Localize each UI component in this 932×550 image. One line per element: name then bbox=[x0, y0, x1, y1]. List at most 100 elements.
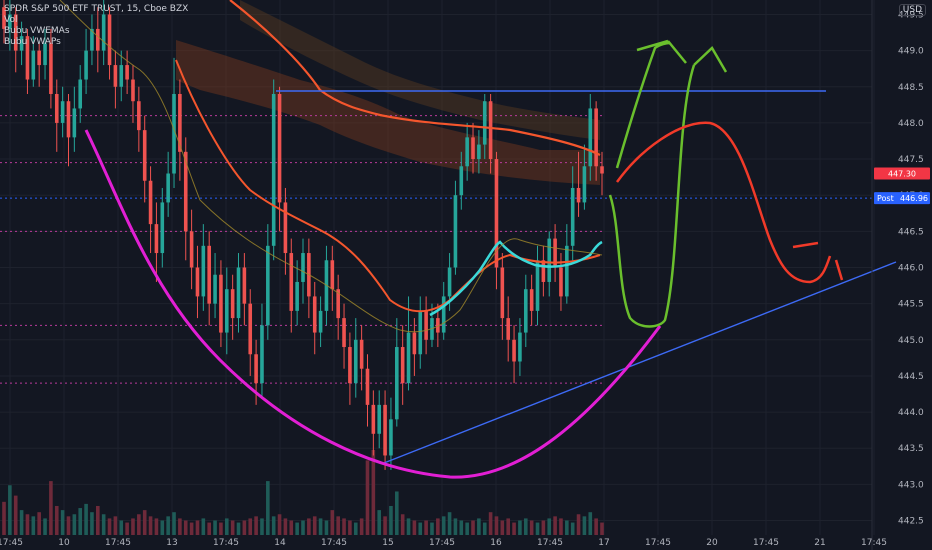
volume-bar bbox=[119, 520, 124, 535]
volume-bar bbox=[336, 516, 340, 535]
candle-body bbox=[295, 281, 299, 311]
post-price-value: 446.96 bbox=[900, 194, 928, 203]
y-tick-label: 446.5 bbox=[898, 227, 924, 237]
candle-body bbox=[312, 296, 317, 333]
x-tick-label: 17:45 bbox=[0, 538, 23, 548]
candle-body bbox=[195, 267, 200, 297]
volume-bar bbox=[72, 514, 77, 535]
ascending-trendline[interactable] bbox=[383, 261, 897, 464]
candle-body bbox=[183, 151, 188, 232]
volume-bar bbox=[289, 520, 294, 535]
candle-body bbox=[547, 238, 552, 282]
volume-bar bbox=[447, 512, 452, 535]
y-tick-label: 447.5 bbox=[898, 155, 924, 165]
y-tick-label: 443.0 bbox=[898, 480, 924, 490]
candle-body bbox=[447, 267, 452, 297]
candle-body bbox=[271, 93, 276, 246]
price-tags: 447.30 Post 446.96 bbox=[874, 167, 930, 205]
red-tick[interactable] bbox=[834, 259, 844, 281]
volume-bar bbox=[201, 518, 206, 535]
red-projection[interactable] bbox=[615, 121, 832, 284]
candle-body bbox=[230, 289, 235, 319]
y-tick-label: 445.5 bbox=[898, 300, 924, 310]
red-dash[interactable] bbox=[792, 241, 819, 249]
volume-bar bbox=[482, 522, 487, 535]
candle-body bbox=[559, 267, 563, 297]
volume-bar bbox=[330, 510, 335, 535]
candle-body bbox=[107, 14, 112, 66]
candle-body bbox=[330, 260, 335, 290]
indicator-vwaps[interactable]: Bubu VWAPs bbox=[4, 37, 61, 47]
volume-bar bbox=[389, 505, 393, 535]
candle-body bbox=[471, 137, 475, 160]
volume-bar bbox=[307, 518, 311, 535]
candle-body bbox=[377, 404, 382, 434]
candle-body bbox=[37, 50, 41, 66]
green-arrow-1[interactable] bbox=[636, 39, 687, 64]
y-tick-label: 449.0 bbox=[898, 47, 924, 57]
candle-body bbox=[166, 173, 170, 203]
volume-bar bbox=[559, 518, 563, 535]
volume-bar bbox=[90, 512, 94, 535]
volume-bar bbox=[295, 522, 299, 535]
y-tick-label: 444.5 bbox=[898, 372, 924, 382]
candle-body bbox=[125, 65, 129, 80]
volume-bar bbox=[477, 518, 481, 535]
volume-bar bbox=[49, 481, 53, 535]
y-tick-label: 448.5 bbox=[898, 83, 924, 93]
volume-bar bbox=[60, 510, 65, 535]
candle-body bbox=[142, 130, 147, 181]
x-tick-label: 20 bbox=[706, 538, 718, 548]
volume-bar bbox=[31, 516, 36, 535]
candle-body bbox=[512, 339, 516, 362]
candle-body bbox=[412, 332, 417, 355]
green-projection-up[interactable] bbox=[615, 41, 671, 169]
indicator-lines bbox=[59, 0, 603, 333]
candle-body bbox=[383, 404, 387, 456]
cup-curve[interactable] bbox=[84, 129, 662, 479]
candle-body bbox=[72, 108, 77, 138]
volume-bar bbox=[107, 518, 112, 535]
volume-bar bbox=[371, 450, 376, 535]
candle-body bbox=[248, 303, 253, 355]
x-tick-label: 17:45 bbox=[645, 538, 671, 548]
volume-bar bbox=[588, 512, 593, 535]
currency-badge[interactable]: USD bbox=[898, 4, 926, 16]
candle-body bbox=[66, 101, 71, 138]
candle-body bbox=[541, 260, 546, 282]
candle-body bbox=[582, 166, 587, 203]
green-arrow-2[interactable] bbox=[693, 46, 728, 73]
indicator-vol[interactable]: Vol bbox=[4, 15, 18, 25]
volume-bar bbox=[424, 520, 428, 535]
hand-drawings bbox=[84, 39, 897, 479]
volume-bar bbox=[348, 520, 352, 535]
x-tick-label: 17:45 bbox=[537, 538, 563, 548]
volume-bar bbox=[2, 501, 6, 535]
volume-bar bbox=[541, 520, 546, 535]
price-axis[interactable]: 442.5 443.0 443.5 444.0 444.5 445.0 445.5 446.0… bbox=[871, 0, 924, 550]
candle-body bbox=[90, 28, 94, 51]
candle-body bbox=[600, 166, 604, 174]
candle-body bbox=[494, 159, 499, 268]
volume-bar bbox=[359, 518, 364, 535]
volume-bar bbox=[195, 520, 200, 535]
x-tick-label: 14 bbox=[274, 538, 286, 548]
candle-body bbox=[318, 310, 323, 333]
candle-body bbox=[523, 289, 528, 333]
green-projection-down[interactable] bbox=[608, 64, 696, 328]
symbol-line[interactable]: SPDR S&P 500 ETF TRUST, 15, Cboe BZX bbox=[4, 4, 189, 14]
candle-body bbox=[172, 93, 176, 174]
candle-body bbox=[224, 289, 229, 333]
indicator-vwemas[interactable]: Bubu VWEMAs bbox=[4, 26, 70, 36]
volume-bar bbox=[395, 491, 399, 535]
volume-bar bbox=[254, 516, 258, 535]
volume-bar bbox=[183, 520, 188, 535]
volume-bar bbox=[312, 516, 317, 535]
volume-bar bbox=[418, 522, 423, 535]
volume-bar bbox=[54, 505, 59, 535]
volume-bar bbox=[96, 505, 100, 535]
time-axis[interactable]: 17:45 10 17:45 13 17:45 14 17:45 15 17:45 16 17:45… bbox=[0, 538, 887, 548]
volume-bar bbox=[236, 522, 241, 535]
volume-bar bbox=[78, 508, 83, 535]
